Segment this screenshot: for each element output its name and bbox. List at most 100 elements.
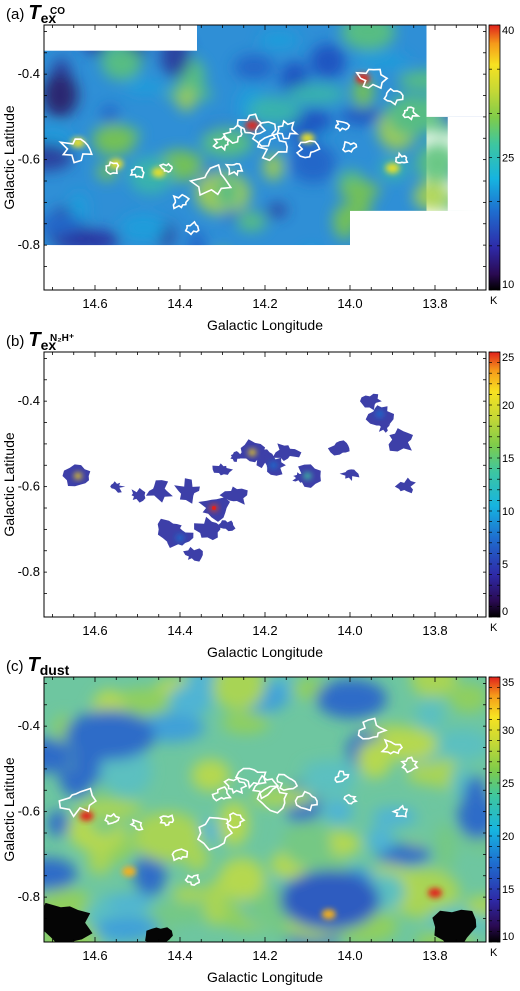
n2h-contour — [172, 193, 191, 210]
n2h-contour — [380, 738, 404, 755]
y-axis-label: Galactic Latitude — [1, 432, 17, 536]
colorbar-tick-label: 5 — [502, 559, 508, 571]
hotspot — [79, 810, 94, 821]
n2h-clump — [145, 480, 173, 503]
y-tick-label: -0.4 — [18, 66, 40, 81]
n2h-contour — [184, 220, 200, 236]
colorbar-unit: K — [490, 622, 498, 634]
panel-label: (c) — [6, 658, 24, 675]
x-axis-label: Galactic Longitude — [207, 969, 323, 985]
n2h-contour — [234, 767, 267, 790]
hotspot — [245, 120, 260, 131]
colorbar-tick-label: 35 — [502, 677, 514, 689]
colorbar-unit: K — [490, 295, 498, 307]
n2h-contour — [395, 151, 409, 164]
y-axis-label: Galactic Latitude — [1, 757, 17, 861]
n2h-clump — [360, 393, 382, 411]
y-tick-label: -0.6 — [18, 804, 40, 819]
n2h-contour — [252, 774, 280, 800]
panel-b-image — [44, 352, 486, 617]
blank-area — [44, 25, 197, 51]
n2h-contour — [223, 777, 248, 795]
hotspots — [79, 810, 442, 920]
n2h-contour — [400, 756, 419, 774]
n2h-contour — [294, 790, 318, 812]
colorbar-unit: K — [490, 947, 498, 959]
panel-c-colorbar: 10 15 20 25 30 35 K — [488, 676, 514, 959]
n2h-clump — [212, 463, 233, 476]
n2h-clump — [218, 520, 236, 532]
x-axis-label: Galactic Longitude — [207, 644, 323, 660]
n2h-contour — [391, 804, 408, 818]
title-subscript: ex — [41, 10, 57, 26]
n2h-clump — [339, 469, 360, 481]
colorbar-tick-label: 10 — [502, 931, 514, 943]
blank-area — [426, 25, 486, 117]
hotspot — [428, 887, 442, 898]
n2h-contour — [224, 162, 244, 177]
n2h-contour — [334, 119, 351, 132]
blank-area — [447, 116, 486, 211]
n2h-clump — [272, 443, 302, 461]
panel-a-colorbar: 10 25 40 K — [488, 24, 514, 307]
n2h-contour — [256, 132, 288, 162]
y-tick-label: -0.6 — [18, 479, 40, 494]
colorbar-tick-label: 25 — [502, 153, 514, 165]
panel-c-ticks — [44, 677, 486, 942]
x-tick-label: 14.2 — [252, 623, 277, 638]
colorbar-tick-label: 40 — [502, 25, 514, 37]
background — [44, 352, 486, 617]
n2h-clump — [194, 516, 221, 541]
x-tick-label: 13.8 — [422, 948, 447, 963]
dark-area — [44, 902, 93, 942]
colorbar-tick-label: 25 — [502, 352, 514, 364]
hotspot — [385, 163, 400, 174]
n2h-clump — [183, 546, 203, 562]
n2h-contours — [58, 717, 419, 887]
panel-label: (b) — [6, 333, 24, 350]
n2h-contour — [171, 848, 189, 862]
n2h-clump — [219, 486, 248, 505]
x-tick-label: 14.0 — [337, 623, 362, 638]
n2h-clump-peak — [303, 472, 312, 480]
hotspot — [122, 866, 136, 877]
n2h-contour — [184, 874, 200, 887]
n2h-clump — [131, 488, 146, 503]
n2h-contour — [188, 163, 233, 197]
n2h-contour — [256, 785, 288, 814]
n2h-contour — [355, 68, 389, 90]
title-subscript: ex — [41, 337, 57, 353]
panel-b: 14.6 14.4 14.2 14.0 13.8 -0.4 -0.6 -0.8 Galactic… — [1, 329, 514, 660]
y-tick-label: -0.8 — [18, 889, 40, 904]
x-tick-label: 14.0 — [337, 296, 362, 311]
colorbar-tick-label: 0 — [502, 606, 508, 618]
n2h-contour — [212, 134, 230, 152]
n2h-clump-peak — [176, 534, 184, 542]
x-tick-label: 13.8 — [422, 296, 447, 311]
x-tick-label: 14.6 — [82, 623, 107, 638]
n2h-contour — [334, 770, 350, 783]
n2h-contour — [357, 717, 388, 740]
dark-area — [145, 927, 173, 942]
colorbar-tick-label: 15 — [502, 884, 514, 896]
n2h-clump-peak — [248, 448, 257, 456]
x-tick-label: 14.2 — [252, 948, 277, 963]
y-tick-label: -0.8 — [18, 237, 40, 252]
colorbar-tick-label: 10 — [502, 506, 514, 518]
blank-areas — [44, 25, 486, 290]
y-axis-label: Galactic Latitude — [1, 105, 17, 209]
n2h-contour — [295, 140, 321, 159]
clump-field — [62, 393, 416, 562]
n2h-contour — [276, 119, 299, 140]
n2h-contours — [58, 68, 421, 236]
dark-area — [432, 909, 477, 942]
title-symbol: T — [28, 2, 42, 24]
hotspot — [321, 909, 336, 920]
x-tick-label: 14.4 — [167, 623, 192, 638]
y-tick-label: -0.4 — [18, 393, 40, 408]
n2h-clump — [394, 477, 416, 494]
colorbar-tick-label: 10 — [502, 279, 514, 291]
colorbar-tick-label: 20 — [502, 400, 514, 412]
